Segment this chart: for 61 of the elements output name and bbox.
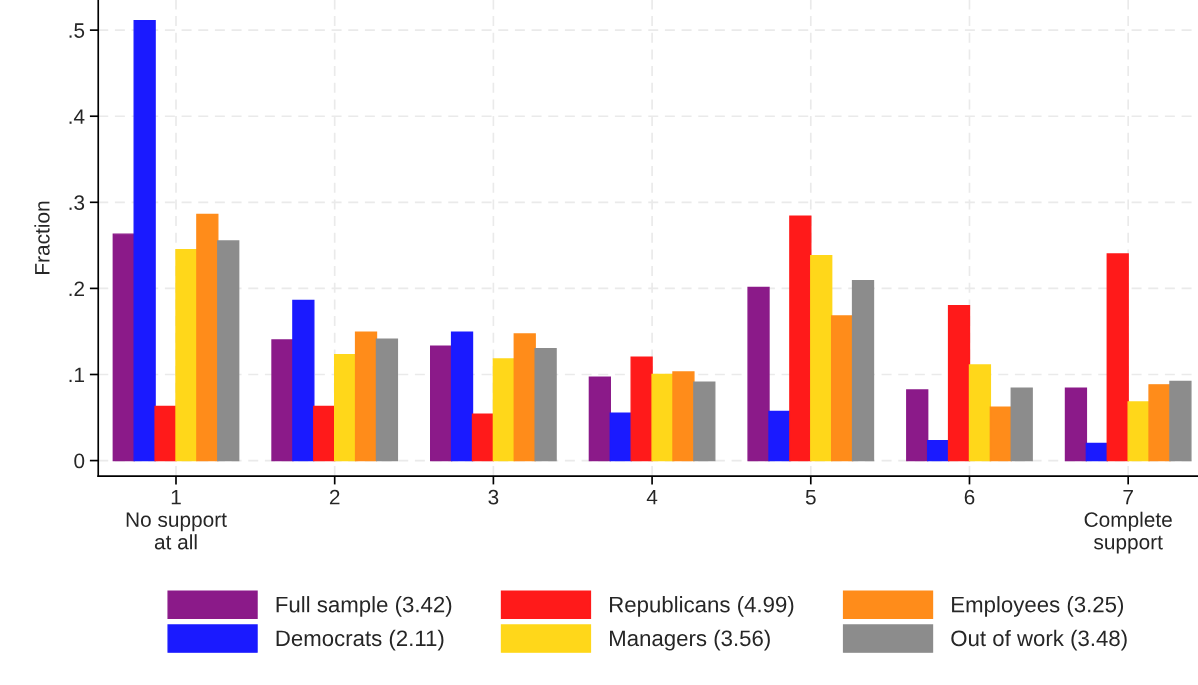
- y-tick-label: .4: [69, 109, 85, 124]
- bar: [1064, 387, 1088, 462]
- legend-label: Republicans (4.99): [610, 596, 794, 617]
- bar: [534, 347, 557, 462]
- y-tick-label: .2: [69, 281, 84, 296]
- bar: [651, 373, 674, 462]
- bar: [906, 389, 929, 462]
- x-tick-label: 3: [488, 489, 499, 505]
- y-tick-label: .1: [69, 367, 85, 383]
- bar: [926, 440, 950, 462]
- x-tick-label: 1 No support at all: [126, 490, 227, 550]
- bar: [154, 405, 177, 462]
- bar: [217, 240, 240, 462]
- y-tick-label: 0: [74, 453, 85, 469]
- bar: [1106, 253, 1129, 462]
- y-tick-label: .3: [69, 195, 85, 211]
- bar: [471, 413, 495, 462]
- bar: [1085, 442, 1108, 462]
- legend-label: Out of work (3.48): [951, 629, 1127, 651]
- bar: [354, 331, 378, 462]
- bar: [333, 353, 357, 462]
- bar: [947, 304, 971, 462]
- bar: [375, 338, 399, 462]
- bar: [1127, 401, 1150, 462]
- bar: [133, 19, 156, 462]
- bar: [1169, 380, 1192, 462]
- bar: [430, 345, 453, 462]
- legend-label: Full sample (3.42): [276, 596, 452, 617]
- bar: [672, 371, 695, 462]
- bar: [292, 299, 315, 462]
- bar: [112, 233, 135, 462]
- bar: [492, 358, 515, 462]
- x-tick-label: 4: [646, 490, 658, 505]
- bar: [768, 410, 791, 462]
- x-tick-label: 7 Complete support: [1084, 490, 1172, 554]
- bar: [450, 331, 474, 462]
- legend-label: Employees (3.25): [952, 596, 1124, 617]
- y-tick-label: .5: [69, 23, 85, 38]
- x-tick-label: 6: [964, 489, 975, 505]
- bar: [789, 215, 812, 462]
- bar: [989, 406, 1012, 462]
- bar: [313, 405, 336, 462]
- bar: [1010, 387, 1033, 462]
- legend-label: Managers (3.56): [610, 629, 770, 651]
- bar: [588, 376, 611, 462]
- bar: [830, 315, 854, 462]
- bar: [968, 364, 992, 462]
- bar: [810, 254, 833, 462]
- legend-label: Democrats (2.11): [276, 629, 444, 651]
- bar: [693, 381, 716, 462]
- x-tick-label: 2: [329, 489, 340, 505]
- bar: [630, 356, 653, 462]
- bar: [747, 286, 770, 462]
- bar: [271, 339, 294, 462]
- x-tick-label: 5: [805, 490, 816, 505]
- bar: [1148, 384, 1171, 462]
- y-axis-title: Fraction: [34, 201, 50, 274]
- bar: [175, 248, 198, 462]
- bar: [196, 213, 219, 462]
- bar: [513, 333, 536, 462]
- bar: [851, 279, 875, 462]
